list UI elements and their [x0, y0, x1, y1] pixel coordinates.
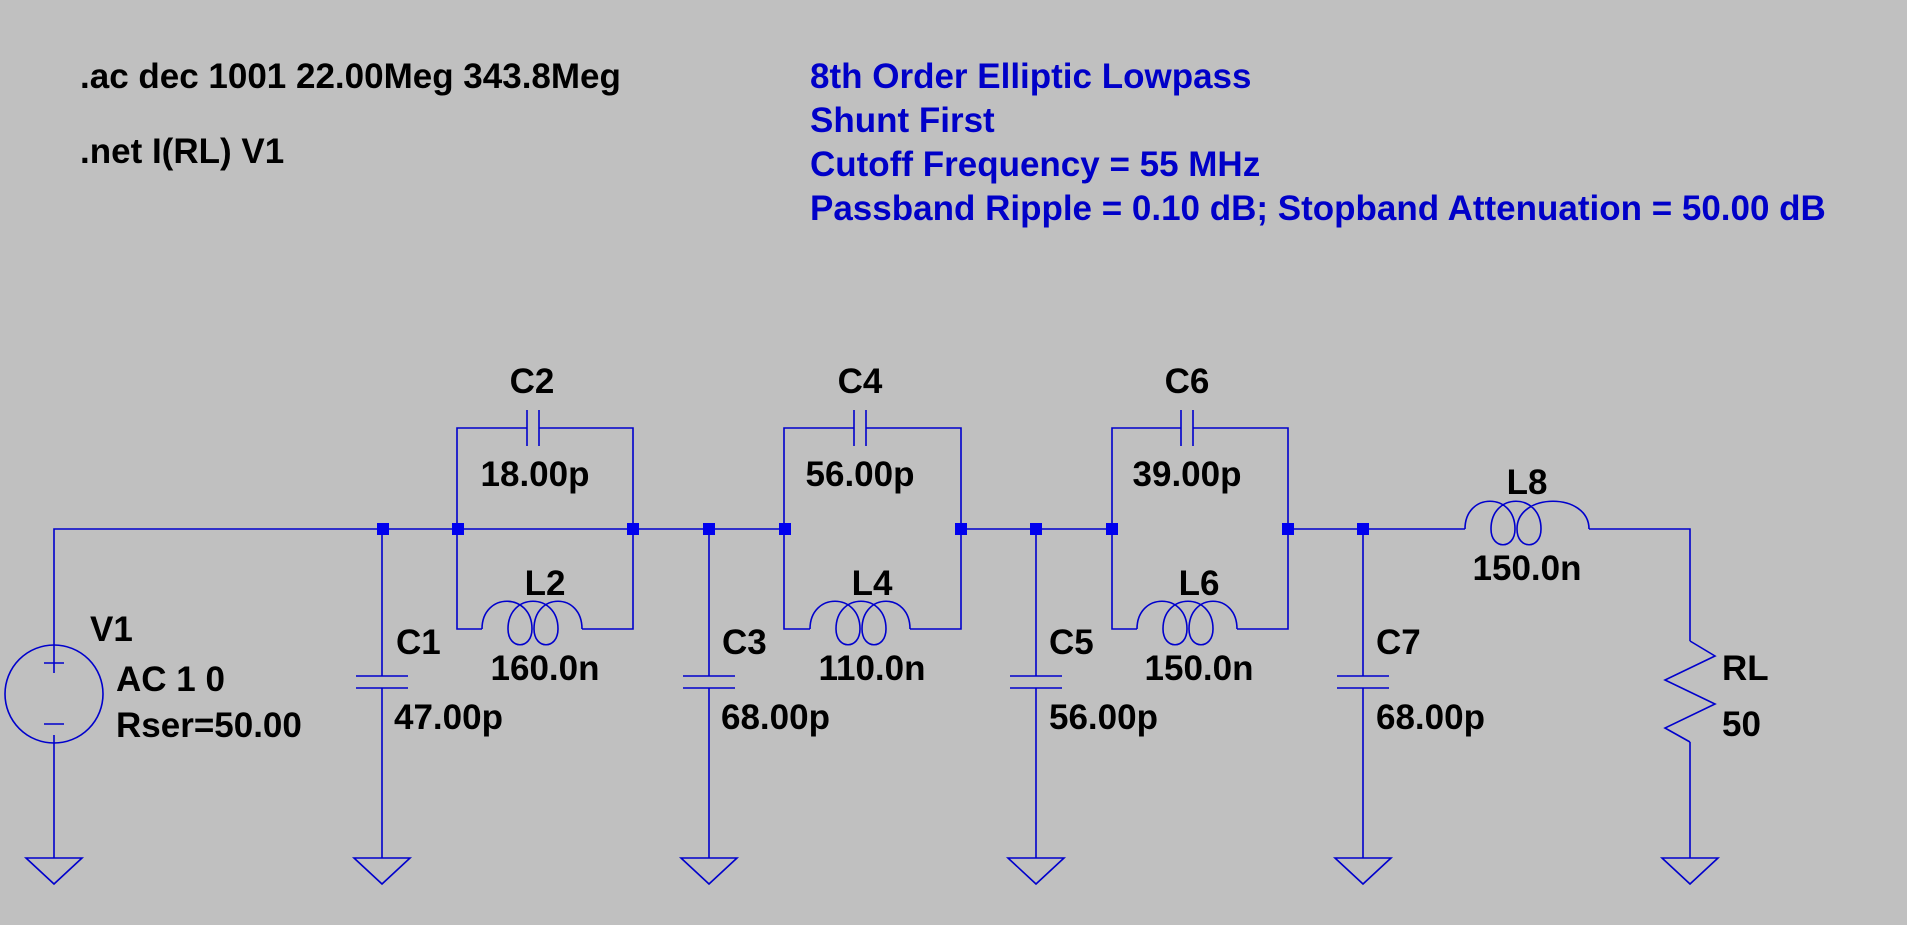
ground-icon — [1332, 857, 1394, 886]
grounds — [23, 857, 1721, 886]
capacitor-c7[interactable]: C7 68.00p — [1337, 529, 1485, 858]
c2-value: 18.00p — [481, 455, 590, 494]
source-circle-icon — [4, 644, 104, 744]
c5-name: C5 — [1049, 623, 1094, 662]
comment-title[interactable]: 8th Order Elliptic Lowpass — [810, 57, 1251, 96]
junction-dot — [452, 523, 464, 535]
ground-icon — [1005, 857, 1067, 886]
capacitor-c5[interactable]: C5 56.00p — [1010, 529, 1158, 858]
inductor-l8[interactable]: L8 150.0n — [1464, 463, 1590, 588]
capacitor-c3[interactable]: C3 68.00p — [683, 529, 830, 858]
junction-dot — [703, 523, 715, 535]
junction-dot — [1106, 523, 1118, 535]
c6-value: 39.00p — [1133, 455, 1242, 494]
junction-dot — [1282, 523, 1294, 535]
l6-name: L6 — [1179, 564, 1220, 603]
c7-value: 68.00p — [1376, 698, 1485, 737]
v1-rser: Rser=50.00 — [116, 706, 302, 745]
c5-value: 56.00p — [1049, 698, 1158, 737]
junction-dot — [1030, 523, 1042, 535]
comment-topology[interactable]: Shunt First — [810, 101, 995, 140]
c4-value: 56.00p — [806, 455, 915, 494]
net-directive[interactable]: .net I(RL) V1 — [80, 132, 284, 171]
c4-name: C4 — [838, 362, 883, 401]
resistor-rl[interactable]: RL 50 — [1663, 640, 1769, 744]
ground-icon — [1659, 857, 1721, 886]
l8-name: L8 — [1507, 463, 1548, 502]
c3-name: C3 — [722, 623, 767, 662]
wire-v1-to-c1[interactable] — [53, 528, 635, 652]
c2-name: C2 — [510, 362, 555, 401]
junctions — [377, 523, 1369, 535]
comment-ripple[interactable]: Passband Ripple = 0.10 dB; Stopband Atte… — [810, 189, 1826, 228]
ground-icon — [23, 857, 85, 886]
tank-c6-l6[interactable]: C6 39.00p L6 150.0n — [1111, 362, 1289, 688]
l8-value: 150.0n — [1473, 549, 1582, 588]
wire-l8-to-rl[interactable] — [1589, 528, 1691, 641]
tank-c2-l2[interactable]: C2 18.00p L2 160.0n — [456, 362, 634, 688]
junction-dot — [627, 523, 639, 535]
tank-c4-l4[interactable]: C4 56.00p L4 110.0n — [783, 362, 962, 688]
c1-value: 47.00p — [394, 698, 503, 737]
junction-dot — [779, 523, 791, 535]
l6-value: 150.0n — [1145, 649, 1254, 688]
voltage-source-v1[interactable]: V1 AC 1 0 Rser=50.00 — [4, 610, 302, 745]
signal-wires — [53, 528, 1691, 858]
l2-name: L2 — [525, 564, 566, 603]
junction-dot — [955, 523, 967, 535]
c7-name: C7 — [1376, 623, 1421, 662]
v1-name: V1 — [90, 610, 133, 649]
c1-name: C1 — [396, 623, 441, 662]
junction-dot — [377, 523, 389, 535]
c3-value: 68.00p — [721, 698, 830, 737]
ground-icon — [351, 857, 413, 886]
rl-name: RL — [1722, 649, 1769, 688]
rl-value: 50 — [1722, 705, 1761, 744]
capacitor-c1[interactable]: C1 47.00p — [356, 529, 503, 858]
l4-name: L4 — [852, 564, 893, 603]
l4-value: 110.0n — [818, 649, 925, 688]
c6-name: C6 — [1165, 362, 1210, 401]
junction-dot — [1357, 523, 1369, 535]
ac-directive[interactable]: .ac dec 1001 22.00Meg 343.8Meg — [80, 57, 621, 96]
l2-value: 160.0n — [491, 649, 600, 688]
shunt-capacitors: C1 47.00p C3 68.00p C5 56.00p C7 68.00p — [356, 529, 1485, 858]
ground-icon — [678, 857, 740, 886]
v1-value: AC 1 0 — [116, 660, 225, 699]
comment-cutoff[interactable]: Cutoff Frequency = 55 MHz — [810, 145, 1260, 184]
